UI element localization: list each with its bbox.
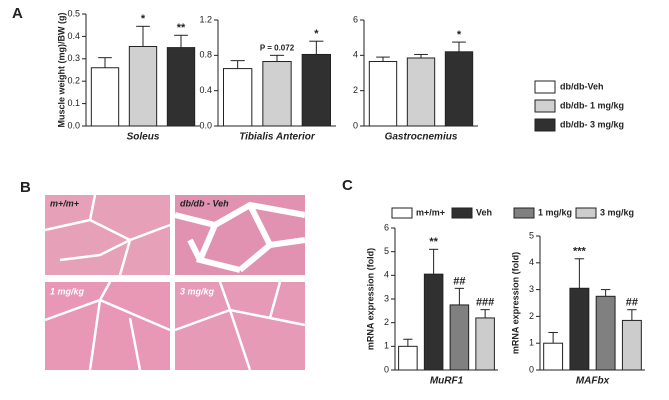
y-tick-label: 1 bbox=[529, 338, 534, 348]
bar bbox=[262, 61, 292, 127]
legend-swatch bbox=[534, 99, 556, 113]
histology-label: 3 mg/kg bbox=[180, 286, 215, 296]
y-tick-label: 2 bbox=[529, 311, 534, 321]
bar bbox=[569, 287, 590, 371]
annotation: * bbox=[457, 29, 462, 41]
y-tick-label: 6 bbox=[384, 222, 389, 232]
bar bbox=[475, 317, 495, 371]
legend-swatch bbox=[575, 207, 597, 219]
legend-swatch bbox=[451, 207, 473, 219]
y-axis-label: mRNA expression (fold) bbox=[510, 252, 520, 354]
y-tick-label: 0.4 bbox=[67, 31, 80, 41]
annotation: P = 0.072 bbox=[260, 43, 295, 52]
annotation: ** bbox=[177, 22, 186, 34]
bar bbox=[368, 61, 398, 127]
annotation: * bbox=[314, 28, 319, 40]
annotation: *** bbox=[573, 246, 587, 258]
legend-label: db/db-Veh bbox=[560, 81, 604, 91]
legend-label: 3 mg/kg bbox=[600, 207, 634, 217]
y-tick-label: 4 bbox=[384, 270, 389, 280]
legend-label: Veh bbox=[476, 207, 492, 217]
y-tick-label: 0.3 bbox=[67, 53, 80, 63]
y-tick-label: 6 bbox=[353, 14, 358, 24]
bar bbox=[444, 51, 474, 127]
legend-label: m+/m+ bbox=[416, 207, 445, 217]
legend-label: 1 mg/kg bbox=[538, 207, 572, 217]
y-tick-label: 0.8 bbox=[199, 50, 212, 60]
bar bbox=[301, 53, 331, 127]
y-tick-label: 0.0 bbox=[199, 120, 212, 130]
annotation: ## bbox=[626, 297, 638, 309]
annotation: ## bbox=[453, 275, 465, 287]
legend-swatch bbox=[534, 80, 556, 94]
legend-swatch bbox=[391, 207, 413, 219]
legend-label: db/db- 3 mg/kg bbox=[560, 119, 624, 129]
x-axis-label: Gastrocnemius bbox=[385, 132, 458, 143]
y-tick-label: 4 bbox=[529, 257, 534, 267]
panel-label: B bbox=[20, 179, 31, 196]
y-tick-label: 0.2 bbox=[67, 76, 80, 86]
y-tick-label: 5 bbox=[529, 230, 534, 240]
y-tick-label: 5 bbox=[384, 246, 389, 256]
panel-label: C bbox=[342, 177, 353, 194]
x-axis-label: Soleus bbox=[127, 132, 160, 143]
bar bbox=[621, 319, 642, 371]
y-tick-label: 0 bbox=[529, 364, 534, 374]
bar bbox=[423, 273, 444, 371]
bar bbox=[223, 68, 253, 127]
y-tick-label: 0.0 bbox=[67, 120, 80, 130]
y-tick-label: 0 bbox=[353, 120, 358, 130]
y-tick-label: 3 bbox=[384, 293, 389, 303]
histology-label: db/db - Veh bbox=[180, 198, 229, 208]
bar bbox=[166, 47, 196, 127]
y-tick-label: 1 bbox=[384, 341, 389, 351]
y-tick-label: 0.5 bbox=[67, 8, 80, 18]
y-tick-label: 2 bbox=[353, 85, 358, 95]
y-tick-label: 4 bbox=[353, 50, 358, 60]
annotation: ** bbox=[429, 236, 438, 248]
y-tick-label: 3 bbox=[529, 284, 534, 294]
y-tick-label: 2 bbox=[384, 317, 389, 327]
bar bbox=[398, 345, 418, 371]
legend-swatch bbox=[534, 118, 556, 132]
x-axis-label: MuRF1 bbox=[430, 376, 464, 387]
x-axis-label: MAFbx bbox=[576, 376, 610, 387]
x-axis-label: Tibialis Anterior bbox=[239, 132, 316, 143]
y-tick-label: 0 bbox=[384, 364, 389, 374]
bar bbox=[449, 304, 470, 371]
bar bbox=[595, 295, 616, 371]
legend-swatch bbox=[513, 207, 535, 219]
panel-label: A bbox=[12, 5, 23, 22]
legend-label: db/db- 1 mg/kg bbox=[560, 100, 624, 110]
histology bbox=[44, 194, 306, 371]
y-tick-label: 0.4 bbox=[199, 85, 212, 95]
histology-label: m+/m+ bbox=[50, 198, 80, 208]
bar bbox=[90, 67, 120, 127]
histology-label: 1 mg/kg bbox=[50, 286, 85, 296]
bar bbox=[543, 342, 564, 371]
annotation: * bbox=[141, 13, 146, 25]
bar bbox=[128, 45, 158, 127]
bar bbox=[406, 57, 436, 127]
y-tick-label: 0.1 bbox=[67, 98, 80, 108]
y-axis-label: mRNA expression (fold) bbox=[365, 248, 375, 350]
annotation: ### bbox=[476, 297, 494, 309]
y-tick-label: 1.2 bbox=[199, 14, 212, 24]
y-axis-label: Muscle weight (mg)/BW (g) bbox=[56, 13, 66, 128]
